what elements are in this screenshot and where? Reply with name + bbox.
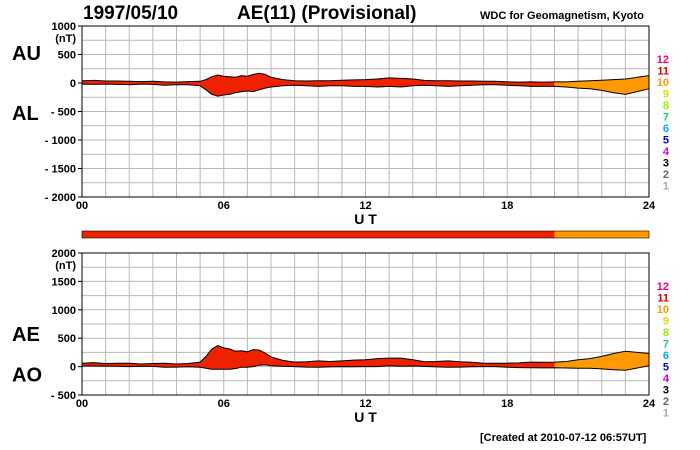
- station-scale-label: 11: [657, 66, 669, 78]
- y-unit-label: (nT): [55, 260, 76, 272]
- station-scale-label: 9: [663, 89, 669, 101]
- station-scale-label: 2: [663, 169, 669, 181]
- y-tick-label: - 500: [51, 390, 76, 402]
- left-label-ae: AE: [12, 324, 40, 346]
- station-scale-label: 6: [663, 123, 669, 135]
- y-tick-label: 1500: [52, 276, 76, 288]
- y-tick-label: - 500: [51, 107, 76, 119]
- station-scale-label: 1: [663, 181, 669, 193]
- y-tick-label: 500: [58, 333, 76, 345]
- area-fill-11-stations: [82, 345, 555, 370]
- station-scale-label: 3: [663, 385, 669, 397]
- station-scale-label: 8: [663, 100, 669, 112]
- x-tick-label: 24: [643, 200, 656, 212]
- left-label-al: AL: [12, 103, 39, 125]
- series-line-al: [81, 83, 650, 97]
- chart-date: 1997/05/10: [83, 3, 179, 24]
- x-axis-label: U T: [354, 211, 377, 227]
- created-timestamp: [Created at 2010-07-12 06:57UT]: [480, 432, 647, 444]
- area-fill-11-stations: [82, 73, 555, 97]
- station-scale-label: 5: [663, 135, 669, 147]
- y-tick-label: 0: [70, 78, 76, 90]
- x-tick-label: 24: [643, 398, 656, 410]
- station-scale-label: 10: [657, 77, 669, 89]
- x-tick-label: 12: [359, 200, 371, 212]
- y-tick-label: 500: [58, 50, 76, 62]
- station-scale-label: 5: [663, 362, 669, 374]
- plot-frame: [81, 252, 650, 396]
- x-tick-label: 12: [359, 398, 371, 410]
- left-label-ao: AO: [12, 364, 42, 386]
- station-scale-label: 7: [663, 112, 669, 124]
- station-scale-label: 9: [663, 316, 669, 328]
- station-scale-label: 6: [663, 350, 669, 362]
- station-scale-label: 11: [657, 293, 669, 305]
- station-bar-segment: [554, 231, 649, 238]
- x-tick-label: 06: [218, 398, 230, 410]
- series-line-ae: [81, 345, 650, 365]
- area-fill-10-stations: [554, 351, 649, 371]
- station-count-bar: [81, 230, 650, 239]
- station-scale-label: 4: [663, 373, 670, 385]
- series-line-ao: [82, 364, 650, 371]
- plot-1: [78, 25, 650, 198]
- x-tick-label: 00: [76, 398, 88, 410]
- x-tick-label: 18: [501, 398, 513, 410]
- station-scale-label: 8: [663, 327, 669, 339]
- y-tick-label: 0: [70, 362, 76, 374]
- x-axis-label: U T: [354, 409, 377, 425]
- organization-label: WDC for Geomagnetism, Kyoto: [480, 10, 644, 22]
- station-scale-label: 3: [663, 158, 669, 170]
- y-tick-label: 2000: [52, 248, 76, 260]
- area-fill-10-stations: [554, 75, 649, 95]
- station-scale-label: 2: [663, 396, 669, 408]
- left-label-au: AU: [12, 43, 41, 65]
- y-tick-label: - 1000: [45, 135, 76, 147]
- x-tick-label: 06: [218, 200, 230, 212]
- y-tick-label: - 2000: [45, 192, 76, 204]
- y-tick-label: 1000: [52, 305, 76, 317]
- station-scale-label: 1: [663, 408, 669, 420]
- y-tick-label: 1000: [52, 21, 76, 33]
- x-tick-label: 00: [76, 200, 88, 212]
- station-scale-label: 10: [657, 304, 669, 316]
- y-tick-label: - 1500: [45, 164, 76, 176]
- y-unit-label: (nT): [55, 33, 76, 45]
- series-line-au: [81, 72, 650, 83]
- station-scale-label: 12: [657, 54, 669, 66]
- station-scale-label: 12: [657, 281, 669, 293]
- station-scale-label: 4: [663, 146, 670, 158]
- station-bar-segment: [82, 231, 555, 238]
- plot-2: [78, 252, 650, 396]
- x-tick-label: 18: [501, 200, 513, 212]
- station-scale-label: 7: [663, 339, 669, 351]
- chart-title: AE(11) (Provisional): [237, 3, 417, 24]
- station-bar-frame: [81, 230, 650, 239]
